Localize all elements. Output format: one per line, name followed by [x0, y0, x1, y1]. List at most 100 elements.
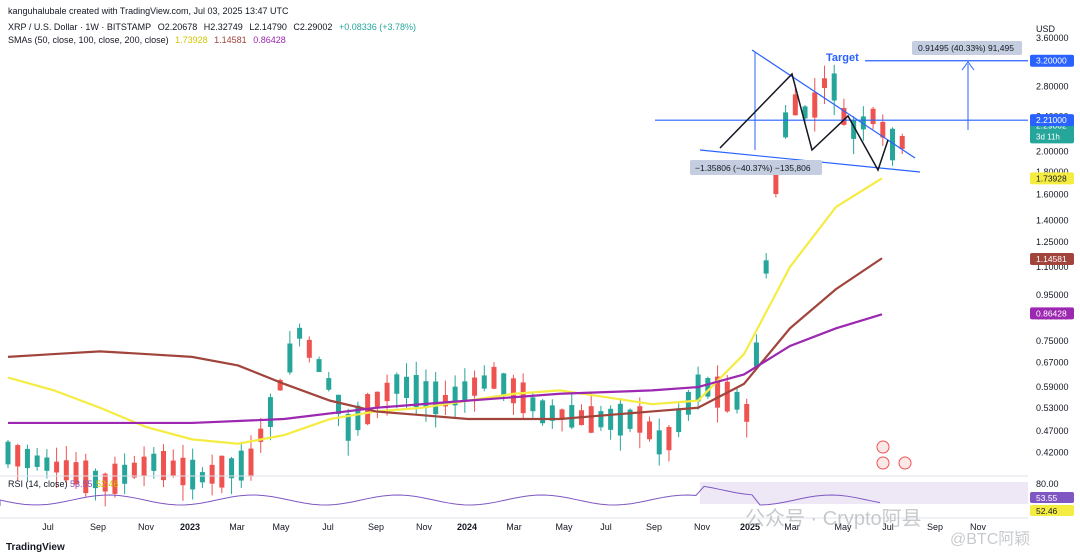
x-tick-label: Jul — [600, 522, 612, 532]
candle-body — [374, 391, 380, 409]
x-tick-label: Nov — [970, 522, 987, 532]
y-tick-label: 0.53000 — [1036, 403, 1069, 413]
measure-box-text: −1.35806 (−40.37%) −135,806 — [695, 163, 811, 173]
measure-box — [690, 160, 822, 175]
candle-body — [161, 451, 167, 481]
close-value: C2.29002 — [293, 22, 333, 32]
tradingview-logo: TradingView — [6, 542, 65, 553]
price-path-annotation — [719, 72, 889, 172]
event-flag-icon — [898, 456, 912, 470]
credit-line: kanguhalubale created with TradingView.c… — [8, 6, 289, 16]
y-tick-label: 1.40000 — [1036, 215, 1069, 225]
candle-body — [530, 397, 536, 412]
candle-body — [306, 339, 312, 358]
candle-body — [880, 121, 886, 138]
y-tick-label: 1.80000 — [1036, 167, 1069, 177]
candle-body — [491, 366, 497, 389]
x-tick-label: 2023 — [180, 522, 200, 532]
price-label-text: 3.20000 — [1036, 56, 1067, 66]
candle-body — [141, 456, 147, 476]
candle-body — [753, 342, 759, 367]
x-tick-label: Sep — [368, 522, 384, 532]
candle-body — [656, 430, 662, 455]
y-tick-label: 3.60000 — [1036, 33, 1069, 43]
y-tick-label: 2.80000 — [1036, 82, 1069, 92]
candle-body — [277, 379, 283, 391]
sma100-value: 1.14581 — [214, 35, 247, 45]
price-label-tag — [1030, 114, 1074, 127]
wedge-upper-line — [751, 49, 916, 159]
candle-body — [423, 381, 429, 408]
candle-body — [831, 73, 837, 101]
candle-body — [841, 108, 847, 125]
candle-body — [122, 464, 128, 484]
target-box — [912, 41, 1022, 55]
y-tick-label: 0.47000 — [1036, 426, 1069, 436]
candle-body — [899, 135, 905, 149]
symbol-label: XRP / U.S. Dollar · 1W · BITSTAMP — [8, 22, 152, 32]
candle-body — [472, 377, 478, 396]
candle-body — [258, 428, 264, 442]
candle-body — [510, 378, 516, 404]
change-value: +0.08336 (+3.78%) — [338, 22, 417, 32]
sma-line-100 — [7, 257, 883, 421]
price-label-text: 1.73928 — [1036, 173, 1067, 183]
sma50-value: 1.73928 — [175, 35, 208, 45]
price-label-text: 2.21000 — [1036, 115, 1067, 125]
candle-body — [413, 374, 419, 408]
x-tick-label: May — [555, 522, 573, 532]
candle-body — [248, 448, 254, 477]
candle-body — [394, 374, 400, 394]
y-tick-label: 0.75000 — [1036, 336, 1069, 346]
x-tick-label: Mar — [784, 522, 800, 532]
candle-body — [715, 376, 721, 408]
x-tick-label: May — [272, 522, 290, 532]
candle-body — [209, 464, 215, 484]
watermark-1: 公众号 · Crypto阿县 — [745, 508, 922, 530]
candle-body — [617, 403, 623, 436]
rsi-label: RSI (14, close) — [8, 479, 68, 489]
candle-body — [355, 405, 361, 431]
candle-body — [763, 260, 769, 274]
candle-body — [860, 116, 866, 130]
target-arrowhead — [961, 61, 975, 71]
candle-body — [92, 470, 98, 489]
sma-line: SMAs (50, close, 100, close, 200, close)… — [8, 35, 290, 45]
x-tick-label: Nov — [694, 522, 711, 532]
candle-body — [598, 411, 604, 428]
x-tick-label: Jul — [322, 522, 334, 532]
candle-body — [647, 421, 653, 440]
candle-body — [180, 457, 186, 486]
candle-body — [131, 462, 137, 478]
rsi-ma-tag-text: 52.46 — [1036, 506, 1058, 516]
candle-body — [73, 462, 79, 485]
candle-body — [345, 413, 351, 441]
event-flag-icon — [876, 456, 890, 470]
rsi-ma-value: 52.46 — [96, 479, 119, 489]
candle-body — [724, 381, 730, 412]
candle-body — [335, 394, 341, 415]
candle-body — [870, 108, 876, 125]
rsi-level-label: 80.00 — [1036, 479, 1059, 489]
candle-body — [676, 408, 682, 433]
candle-body — [549, 405, 555, 421]
candle-body — [238, 450, 244, 481]
x-tick-label: Sep — [646, 522, 662, 532]
candle-body — [24, 448, 30, 469]
candle-body — [666, 426, 672, 451]
y-tick-label: 1.10000 — [1036, 262, 1069, 272]
x-tick-label: May — [834, 522, 852, 532]
x-tick-label: 2025 — [740, 522, 760, 532]
candle-body — [44, 457, 50, 471]
candle-body — [481, 375, 487, 389]
candle-body — [442, 395, 448, 407]
y-tick-label: 0.59000 — [1036, 382, 1069, 392]
candle-body — [316, 359, 322, 372]
y-tick-label: 0.95000 — [1036, 290, 1069, 300]
candle-body — [102, 473, 108, 492]
candle-body — [267, 397, 273, 427]
candle-body — [559, 409, 565, 420]
candle-body — [462, 381, 468, 402]
rsi-value-tag-text: 53.55 — [1036, 493, 1058, 503]
